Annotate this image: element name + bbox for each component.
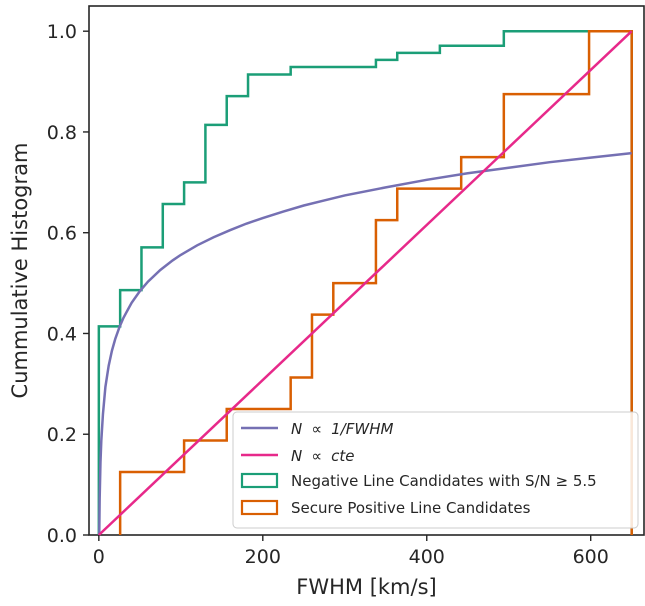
legend-label-inverse-fwhm: N ∝ 1/FWHM [291,419,393,438]
ticks-layer: 0 200 400 600 0.0 0.2 0.4 0.6 0.8 1.0 [47,21,609,568]
x-axis-label: FWHM [km/s] [296,575,436,599]
series-line-1 [97,30,633,536]
y-tick-label: 0.0 [47,525,77,547]
x-tick-label: 400 [409,546,445,568]
legend-constant-prefix: N [291,447,302,465]
series-layer [97,29,633,536]
legend-label-constant: N ∝ cte [291,446,355,465]
legend-label-positive-candidates: Secure Positive Line Candidates [291,499,531,517]
y-tick-label: 0.8 [47,122,77,144]
legend-constant-symbol: ∝ [311,447,322,465]
legend-inverse-fwhm-prefix: N [291,420,302,438]
y-tick-label: 0.4 [47,323,77,345]
legend: N ∝ 1/FWHM N ∝ cte Negative Line Candida… [232,411,639,529]
x-tick-label: 600 [573,546,609,568]
series-line-3 [118,29,633,535]
x-tick-label: 0 [93,546,105,568]
y-axis-label: Cummulative Histogram [8,143,32,399]
legend-swatch-positive-candidates [240,499,279,516]
legend-inverse-fwhm-symbol: ∝ [311,420,322,438]
legend-label-negative-candidates: Negative Line Candidates with S/N ≥ 5.5 [291,472,597,490]
legend-frame [232,411,639,529]
series-line-0 [98,151,632,536]
y-tick-label: 0.6 [47,223,77,245]
y-tick-label: 1.0 [47,21,77,43]
legend-inverse-fwhm-suffix: 1/FWHM [331,420,393,438]
legend-swatch-negative-candidates [240,472,279,489]
y-tick-label: 0.2 [47,424,77,446]
series-line-2 [97,29,633,535]
legend-constant-suffix: cte [331,447,354,465]
x-tick-label: 200 [245,546,281,568]
